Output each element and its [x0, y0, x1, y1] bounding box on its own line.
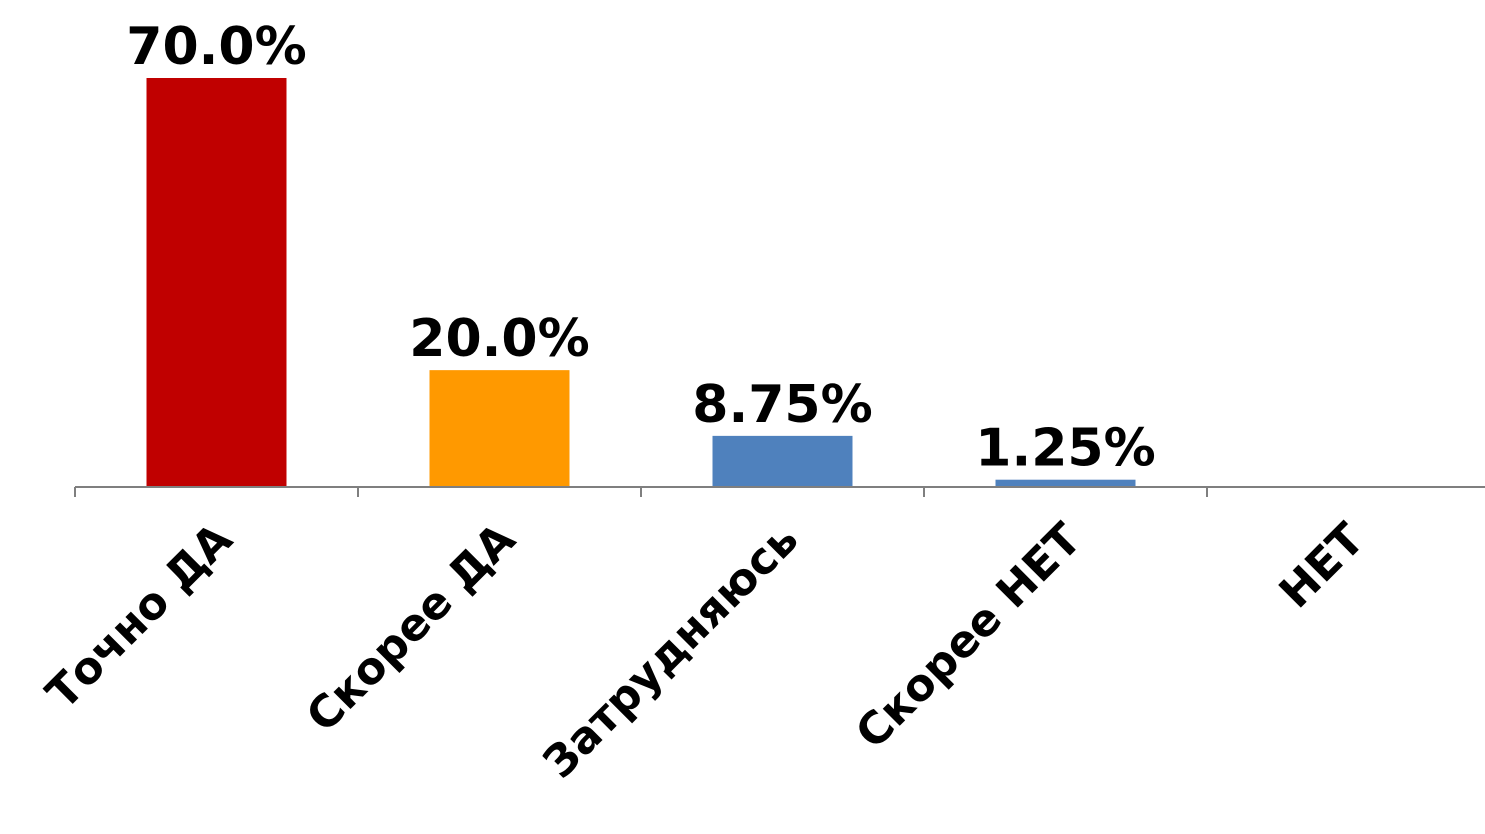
x-axis-tick-labels: Точно ДА Скорее ДА Затрудняюсь Скорее НЕТ НЕ…	[37, 514, 1375, 789]
x-tick-label: Скорее НЕТ	[846, 514, 1091, 759]
x-tick-label: Точно ДА	[37, 514, 243, 720]
bar	[995, 479, 1136, 487]
x-tick-label: Затрудняюсь	[534, 514, 809, 789]
bar	[712, 435, 853, 487]
bar	[429, 370, 570, 487]
data-label: 8.75%	[692, 375, 872, 435]
data-label: 20.0%	[409, 309, 589, 369]
data-label: 70.0%	[126, 17, 306, 77]
data-labels-layer: 70.0% 20.0% 8.75% 1.25%	[126, 17, 1155, 479]
x-tick-label: Скорее ДА	[297, 514, 525, 742]
x-tick-label: НЕТ	[1270, 514, 1375, 619]
x-axis-ticks	[74, 487, 1208, 497]
bars-layer	[146, 78, 1136, 487]
bar	[146, 78, 287, 487]
data-label: 1.25%	[975, 419, 1155, 479]
